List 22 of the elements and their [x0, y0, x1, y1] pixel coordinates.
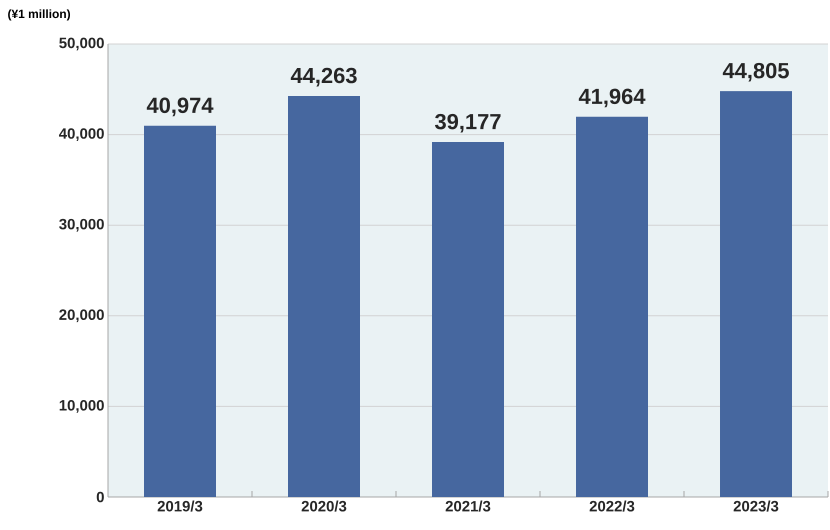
- x-tick-label: 2021/3: [446, 500, 490, 512]
- x-tick-label: 2019/3: [158, 500, 202, 512]
- bar: [144, 126, 216, 497]
- x-tick-label: 2023/3: [734, 500, 778, 512]
- y-tick-label: 40,000: [58, 128, 104, 141]
- bar: [432, 142, 504, 497]
- x-tick-label: 2022/3: [590, 500, 634, 512]
- y-axis-title: (¥1 million): [8, 9, 70, 20]
- data-label: 44,263: [290, 68, 357, 86]
- bar: [288, 96, 360, 497]
- x-tick-label: 2020/3: [302, 500, 346, 512]
- y-tick-label: 20,000: [59, 309, 104, 322]
- y-tick-label: 10,000: [60, 400, 104, 413]
- data-label: 39,177: [434, 114, 501, 133]
- data-label: 40,974: [146, 98, 214, 116]
- y-tick-label: 0: [96, 492, 104, 502]
- bar: [720, 91, 792, 497]
- data-label: 41,964: [578, 88, 646, 108]
- bar: [576, 116, 648, 497]
- y-tick-label: 30,000: [59, 218, 104, 232]
- data-label: 44,805: [722, 62, 789, 82]
- y-tick-label: 50,000: [59, 38, 104, 50]
